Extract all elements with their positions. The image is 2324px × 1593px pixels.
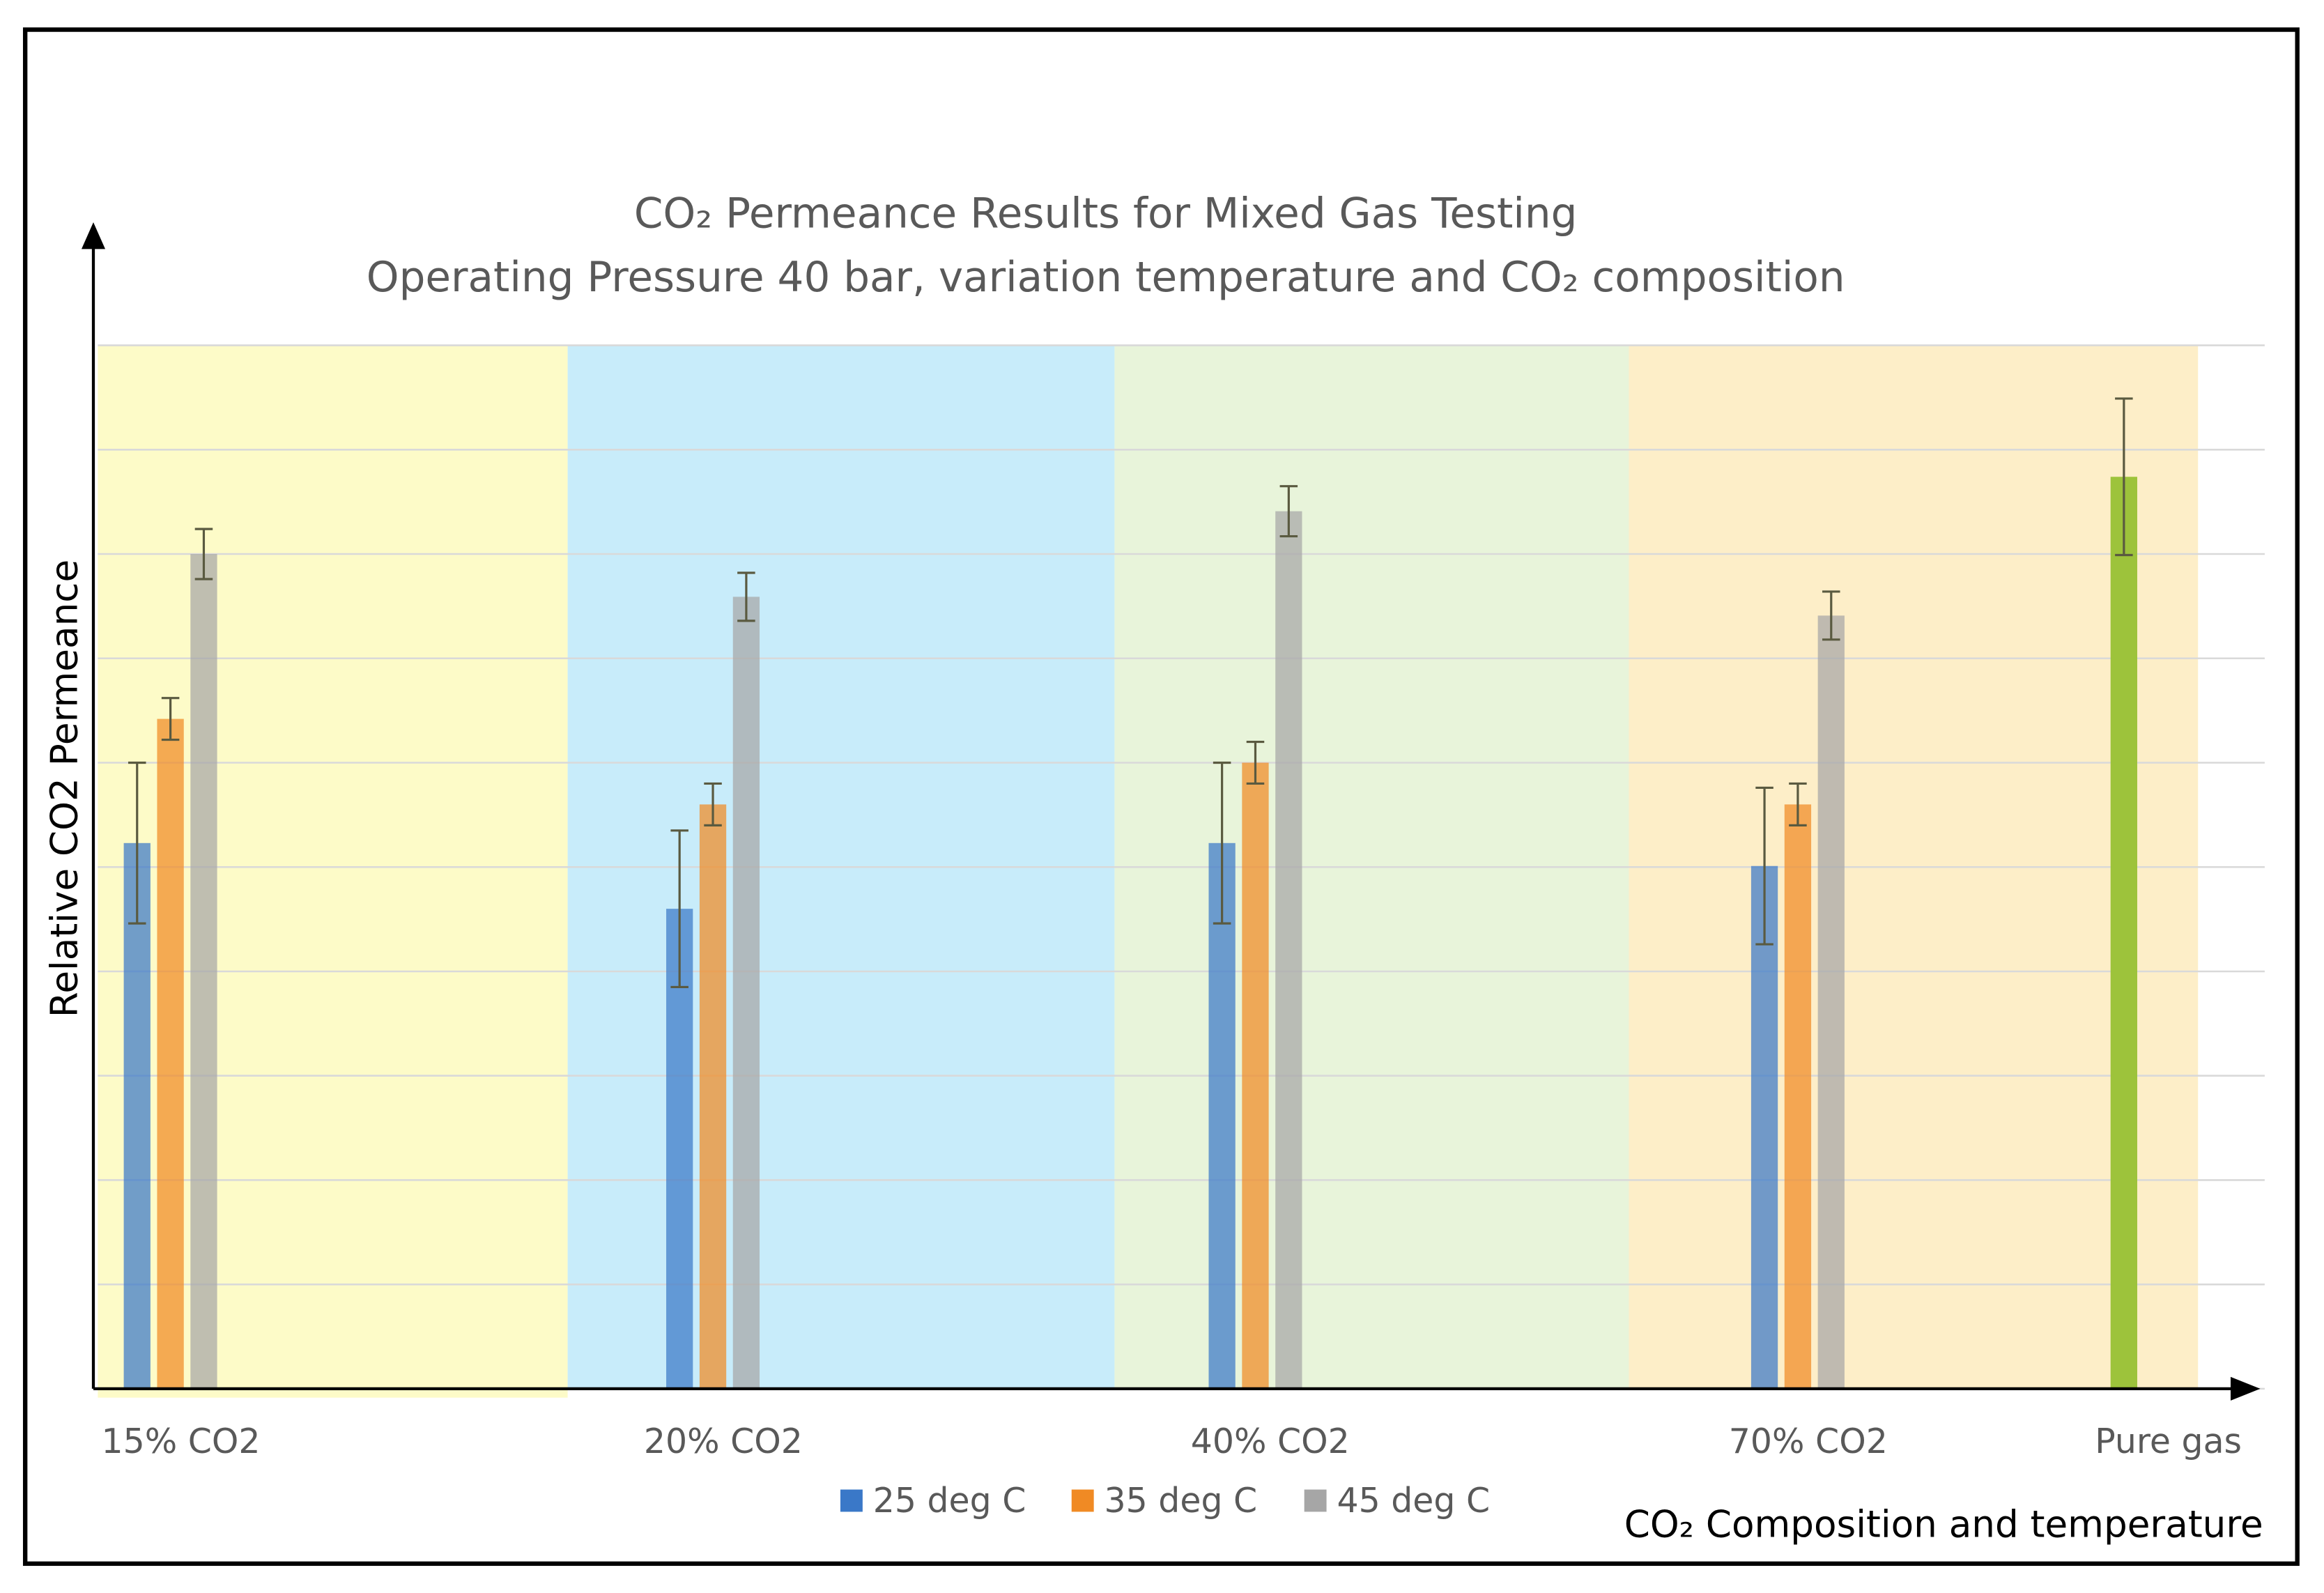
bar: [732, 597, 760, 1389]
y-arrow: [81, 222, 106, 249]
x-tick-label: 40% CO2: [1191, 1422, 1350, 1461]
bar: [157, 718, 184, 1389]
y-axis-label: Relative CO2 Permeance: [43, 560, 86, 1017]
legend-swatch: [1071, 1489, 1094, 1512]
legend-swatch: [840, 1489, 863, 1512]
legend-swatch: [1304, 1489, 1327, 1512]
x-arrow: [2230, 1376, 2261, 1401]
bar: [1242, 762, 1269, 1389]
labels: 15% CO2 20% CO2 40% CO2 70% CO2 Pure gas 25 d…: [101, 1422, 2242, 1521]
bar: [190, 554, 217, 1389]
legend-label: 25 deg C: [873, 1481, 1026, 1521]
chart-body: CO₂ Permeance Results for Mixed Gas Test…: [22, 27, 2300, 1567]
chart-title: CO₂ Permeance Results for Mixed Gas Test…: [634, 190, 1578, 238]
bar: [123, 842, 151, 1389]
bar: [1750, 865, 1778, 1389]
bar: [1275, 511, 1302, 1389]
bars: [123, 397, 2137, 1389]
x-tick-label: 20% CO2: [644, 1422, 803, 1461]
legend-label: 45 deg C: [1337, 1481, 1490, 1521]
x-tick-label: 70% CO2: [1729, 1422, 1888, 1461]
bar: [1817, 615, 1845, 1389]
x-tick-label: Pure gas: [2095, 1422, 2242, 1461]
x-tick-label: 15% CO2: [101, 1422, 260, 1461]
bar: [1208, 842, 1236, 1389]
x-axis-label: CO₂ Composition and temperature: [1624, 1502, 2263, 1546]
legend-label: 35 deg C: [1105, 1481, 1258, 1521]
bar: [699, 804, 727, 1389]
chart-subtitle: Operating Pressure 40 bar, variation tem…: [367, 254, 1845, 302]
bar: [2110, 477, 2137, 1389]
bar: [666, 909, 693, 1389]
bar: [1784, 804, 1812, 1389]
